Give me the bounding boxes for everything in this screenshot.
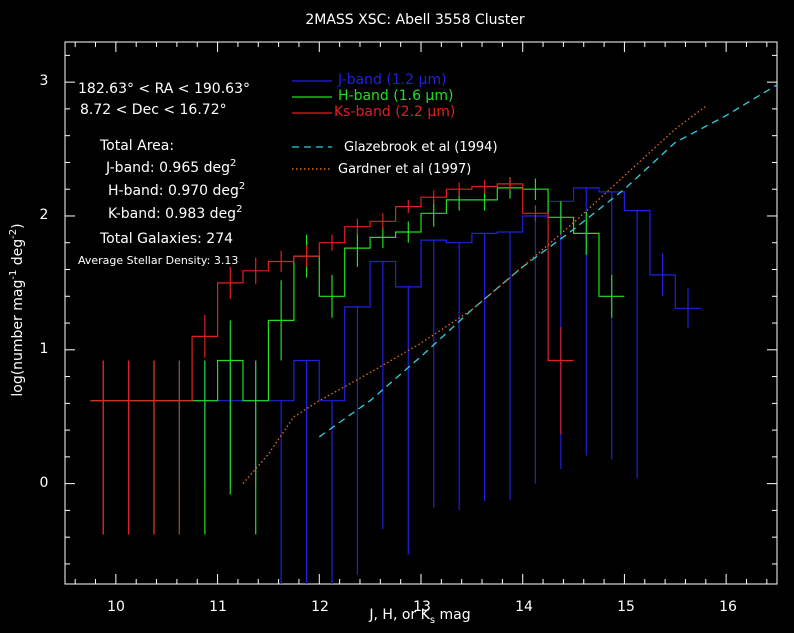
axis-ticks	[65, 42, 777, 584]
y-tick-label: 3	[40, 73, 49, 89]
y-tick-label: 1	[40, 341, 49, 357]
total-galaxies: Total Galaxies: 274	[99, 231, 233, 247]
legend-label-j: J-band (1.2 μm)	[337, 72, 447, 88]
x-tick-label: 13	[413, 599, 431, 615]
info-panel: 182.63° < RA < 190.63° 8.72 < Dec < 16.7…	[78, 81, 250, 267]
stellar-density: Average Stellar Density: 3.13	[78, 254, 238, 267]
series-glazebrook-line	[318, 84, 778, 438]
y-tick-label: 2	[40, 207, 49, 223]
plot-area	[90, 84, 778, 584]
area-title: Total Area:	[99, 138, 174, 154]
x-tick-label: 16	[719, 599, 737, 615]
y-tick-label: 0	[40, 475, 49, 491]
x-tick-label: 14	[515, 599, 533, 615]
ra-range: 182.63° < RA < 190.63°	[78, 81, 250, 97]
chart-title: 2MASS XSC: Abell 3558 Cluster	[305, 12, 525, 28]
x-tick-labels: 10 11 12 13 14 15 16	[107, 599, 737, 615]
x-tick-label: 15	[617, 599, 635, 615]
y-axis-label: log(number mag-1 deg-2)	[8, 223, 26, 396]
series-ks-step-line	[90, 183, 574, 402]
h-area: H-band: 0.970 deg2	[108, 181, 245, 199]
j-area: J-band: 0.965 deg2	[105, 158, 236, 176]
legend-label-glazebrook: Glazebrook et al (1994)	[344, 140, 498, 155]
legend-label-h: H-band (1.6 μm)	[338, 88, 453, 104]
legend-label-gardner: Gardner et al (1997)	[338, 162, 471, 177]
x-tick-label: 10	[107, 599, 125, 615]
k-area: K-band: 0.983 deg2	[108, 204, 242, 222]
series-ks	[90, 177, 574, 535]
legend-label-ks: Ks-band (2.2 μm)	[334, 104, 455, 120]
dec-range: 8.72 < Dec < 16.72°	[80, 102, 227, 118]
series-h-step-line	[90, 187, 625, 402]
series-gardner-line	[242, 105, 707, 485]
x-tick-label: 12	[311, 599, 329, 615]
legend: J-band (1.2 μm) H-band (1.6 μm) Ks-band …	[292, 72, 498, 177]
y-tick-labels: 0 1 2 3	[40, 73, 49, 491]
x-tick-label: 11	[209, 599, 227, 615]
x-axis-label: J, H, or Ks mag	[368, 607, 470, 626]
